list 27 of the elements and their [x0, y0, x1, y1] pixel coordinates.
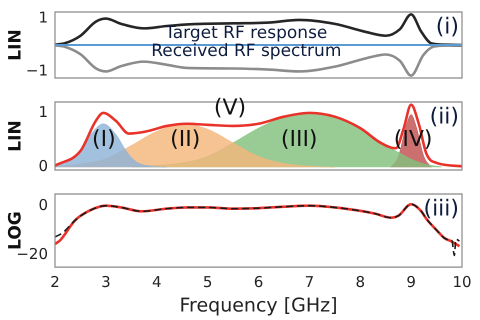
y-tick-label: 0: [38, 196, 48, 214]
y-axis-title: LOG: [6, 211, 26, 250]
x-tick-label: 8: [355, 273, 366, 292]
annotation: (ii): [430, 104, 459, 130]
x-tick-label: 7: [304, 273, 314, 292]
y-tick-label: −1: [26, 61, 48, 80]
y-tick-label: 1: [38, 8, 48, 26]
x-tick-label: 3: [101, 273, 111, 292]
x-axis-title: Frequency [GHz]: [179, 294, 338, 317]
annotation: (II): [170, 126, 200, 152]
x-tick-label: 5: [202, 273, 212, 292]
y-axis-title: LIN: [6, 29, 26, 61]
y-axis-title: LIN: [6, 120, 26, 152]
y-tick-label: 0: [38, 157, 48, 176]
annotation: Target RF response: [164, 23, 328, 44]
annotation: Received RF spectrum: [151, 41, 342, 62]
x-tick-label: 9: [406, 273, 416, 292]
annotation: (I): [92, 126, 116, 152]
annotation: (i): [436, 14, 459, 40]
annotation: (III): [280, 126, 318, 152]
x-tick-label: 2: [50, 273, 60, 292]
x-tick-label: 10: [452, 273, 472, 292]
annotation: (V): [214, 96, 246, 121]
x-tick-label: 4: [152, 273, 162, 292]
y-tick-label: 1: [38, 102, 48, 121]
annotation: (iii): [423, 196, 459, 222]
x-tick-label: 6: [254, 273, 264, 292]
